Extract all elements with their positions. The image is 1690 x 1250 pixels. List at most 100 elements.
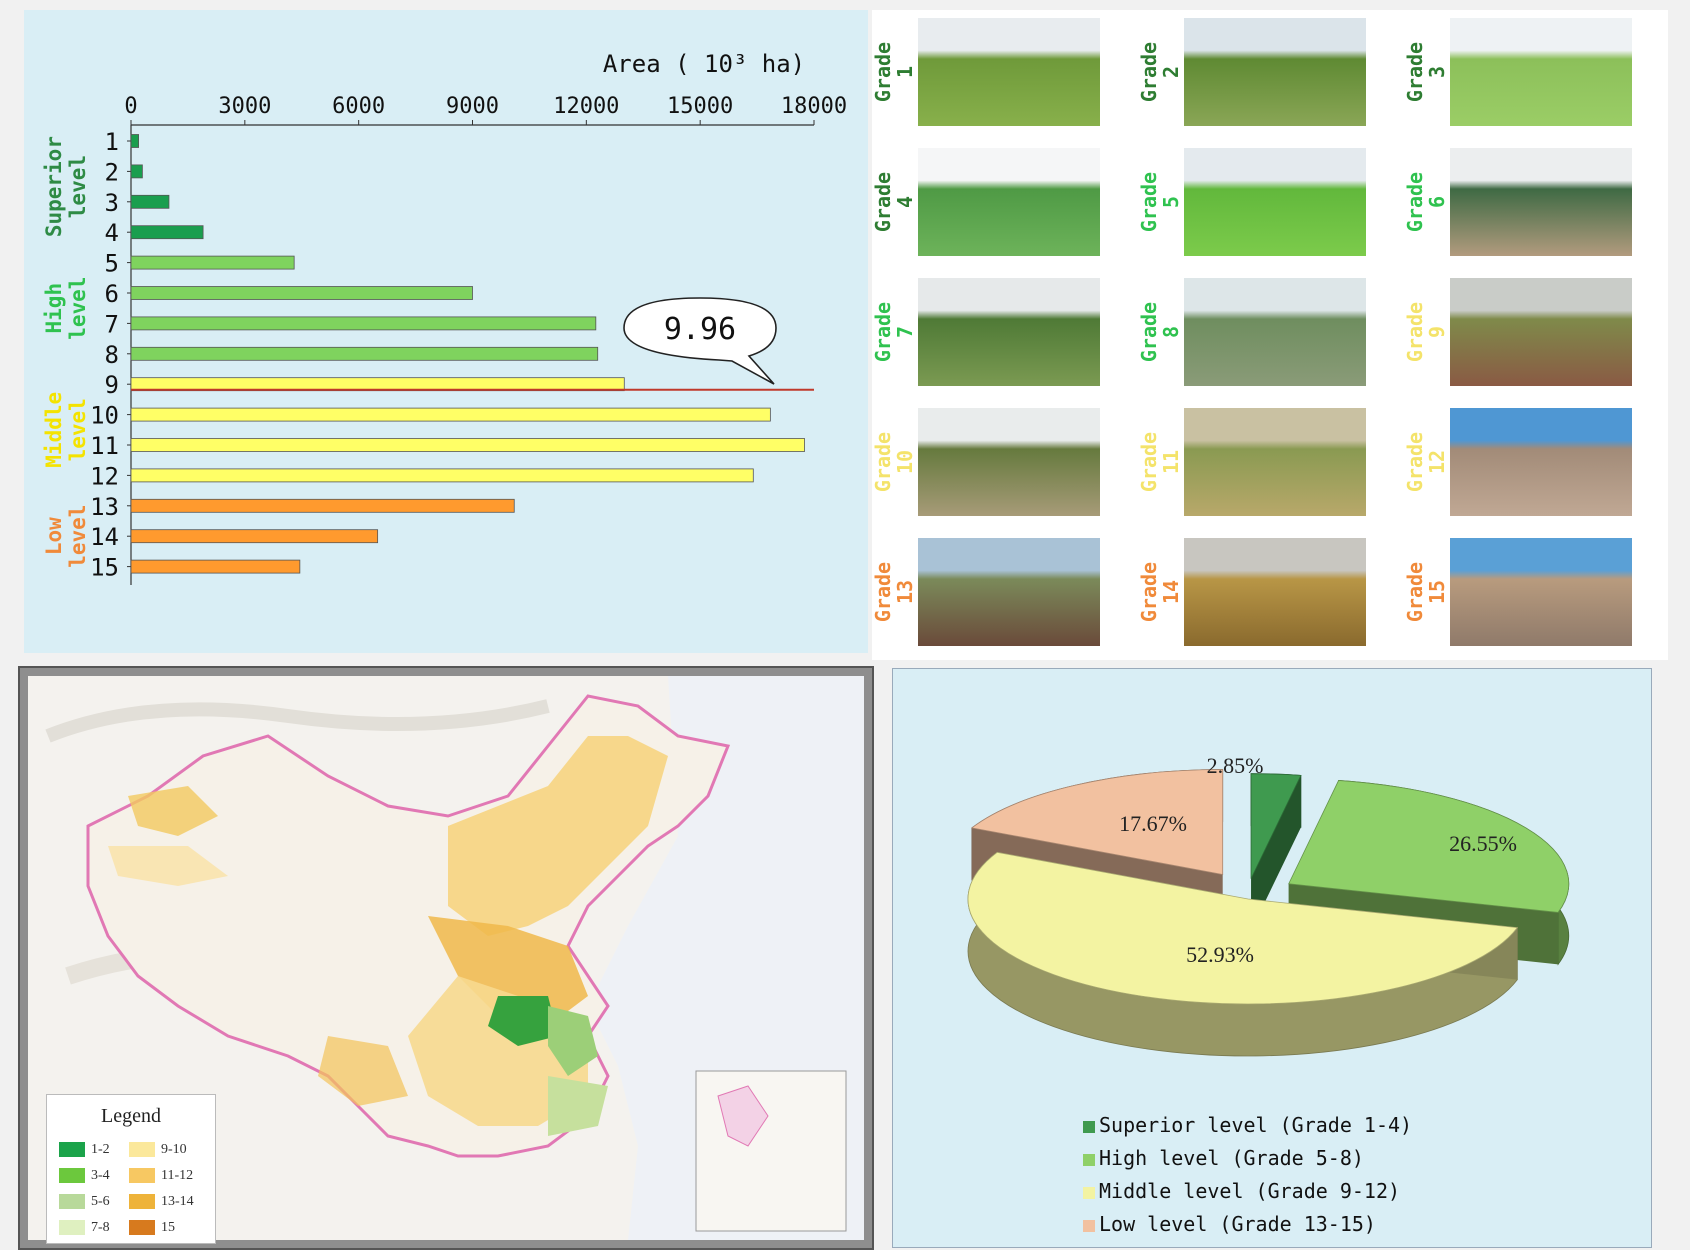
- grade-photo-label-text: Grade 3: [1403, 41, 1449, 103]
- grade-photo-label-text: Grade 6: [1403, 171, 1449, 233]
- map-legend-swatch: [59, 1220, 85, 1236]
- grade-photo-cell: Grade 3: [1403, 12, 1670, 132]
- pie-legend-label: Low level (Grade 13-15): [1099, 1212, 1376, 1236]
- group-label: Middlelevel: [42, 392, 90, 468]
- bar-grade-5: [130, 255, 295, 270]
- grade-photo-cell: Grade 7: [871, 272, 1138, 392]
- grade-photo-cell: Grade 12: [1403, 402, 1670, 522]
- pie-legend-item: Superior level (Grade 1-4): [1083, 1109, 1412, 1142]
- grade-photo-label: Grade 11: [1137, 402, 1183, 522]
- grade-photo-label: Grade 12: [1403, 402, 1449, 522]
- pie-data-label: 2.85%: [1207, 753, 1264, 778]
- grade-photo-label: Grade 7: [871, 272, 917, 392]
- grade-photo-label-text: Grade 1: [871, 41, 917, 103]
- grade-photo-label: Grade 15: [1403, 532, 1449, 652]
- pie-slice-0: [1250, 773, 1302, 879]
- pie-legend-label: High level (Grade 5-8): [1099, 1146, 1364, 1170]
- y-tick-label: 7: [105, 310, 119, 338]
- field-photo: [1450, 148, 1632, 256]
- pie-legend-item: High level (Grade 5-8): [1083, 1142, 1412, 1175]
- grade-photo-label: Grade 6: [1403, 142, 1449, 262]
- pie-legend-label: Middle level (Grade 9-12): [1099, 1179, 1401, 1203]
- map-legend-title: Legend: [101, 1105, 161, 1127]
- pie-legend-swatch: [1083, 1120, 1095, 1133]
- map-legend-item: 1-2: [59, 1141, 110, 1159]
- bar-grade-8: [130, 346, 599, 361]
- grade-photo-cell: Grade 11: [1137, 402, 1404, 522]
- grade-photo-label-text: Grade 7: [871, 301, 917, 363]
- x-tick-label: 18000: [781, 94, 847, 119]
- map-legend-item: 7-8: [59, 1219, 110, 1237]
- bar-grade-11: [130, 438, 805, 452]
- x-tick-label: 9000: [446, 94, 499, 119]
- field-photo: [918, 148, 1100, 256]
- map-legend-item: 11-12: [129, 1167, 193, 1185]
- field-photo: [1184, 408, 1366, 516]
- pie-legend: Superior level (Grade 1-4) High level (Gr…: [1083, 1109, 1412, 1241]
- map-legend-swatch: [59, 1168, 85, 1184]
- group-label: Highlevel: [42, 277, 90, 340]
- pie-legend-item: Low level (Grade 13-15): [1083, 1208, 1412, 1241]
- grade-photo-label: Grade 14: [1137, 532, 1183, 652]
- y-tick-label: 8: [105, 341, 119, 369]
- group-label: Superiorlevel: [42, 136, 90, 237]
- annotation-callout: [623, 297, 777, 385]
- grade-photo-cell: Grade 14: [1137, 532, 1404, 652]
- china-map-graphic: [28, 676, 864, 1240]
- grade-photo-cell: Grade 8: [1137, 272, 1404, 392]
- grade-photo-label-text: Grade 14: [1137, 561, 1183, 623]
- grade-photo-label-text: Grade 12: [1403, 431, 1449, 493]
- field-photo: [918, 18, 1100, 126]
- grade-photo-cell: Grade 13: [871, 532, 1138, 652]
- field-photo: [1184, 538, 1366, 646]
- grade-photo-label-text: Grade 10: [871, 431, 917, 493]
- field-photo: [1450, 18, 1632, 126]
- pie-legend-item: Middle level (Grade 9-12): [1083, 1175, 1412, 1208]
- pie-slice-wall: [1251, 775, 1301, 931]
- grade-photo-cell: Grade 4: [871, 142, 1138, 262]
- map-legend-item: 5-6: [59, 1193, 110, 1211]
- bar-grade-10: [130, 407, 771, 422]
- annotation-text: 9.96: [664, 312, 736, 347]
- map-legend-swatch: [129, 1220, 155, 1236]
- grade-photo-cell: Grade 15: [1403, 532, 1670, 652]
- grade-photo-label-text: Grade 5: [1137, 171, 1183, 233]
- field-photo: [1184, 18, 1366, 126]
- y-tick-label: 12: [90, 462, 119, 490]
- field-photo: [1184, 278, 1366, 386]
- grade-photo-cell: Grade 2: [1137, 12, 1404, 132]
- y-tick-label: 14: [90, 523, 119, 551]
- grade-photo-label: Grade 9: [1403, 272, 1449, 392]
- y-tick-label: 4: [105, 219, 119, 247]
- grade-photo-cell: Grade 10: [871, 402, 1138, 522]
- level-share-pie-chart: 2.85% 26.55% 52.93% 17.67%: [967, 753, 1570, 1057]
- bar-grade-13: [130, 498, 515, 513]
- grade-photo-cell: Grade 1: [871, 12, 1138, 132]
- map-legend-label: 3-4: [91, 1168, 110, 1183]
- grade-photo-label-text: Grade 15: [1403, 561, 1449, 623]
- bar-grade-4: [130, 225, 204, 240]
- grade-photo-label-text: Grade 4: [871, 171, 917, 233]
- field-photo: [1450, 538, 1632, 646]
- pie-data-label: 26.55%: [1449, 831, 1517, 856]
- y-tick-label: 10: [90, 402, 119, 430]
- map-legend-label: 9-10: [161, 1142, 187, 1157]
- y-tick-label: 1: [105, 128, 119, 156]
- map-legend-label: 7-8: [91, 1220, 110, 1235]
- y-tick-label: 5: [105, 250, 119, 278]
- field-photo: [1450, 278, 1632, 386]
- grade-photo-label: Grade 13: [871, 532, 917, 652]
- grade-photo-label: Grade 5: [1137, 142, 1183, 262]
- map-legend-label: 15: [161, 1220, 175, 1235]
- grade-photo-cell: Grade 5: [1137, 142, 1404, 262]
- y-tick-label: 3: [105, 189, 119, 217]
- map-legend-item: 15: [129, 1219, 175, 1237]
- pie-slice-2: [967, 851, 1519, 1005]
- bar-grade-3: [130, 194, 170, 209]
- x-tick-label: 6000: [332, 94, 385, 119]
- map-legend-label: 13-14: [161, 1194, 194, 1209]
- pie-data-label: 17.67%: [1119, 811, 1187, 836]
- bar-grade-14: [130, 529, 379, 544]
- x-tick-label: 3000: [218, 94, 271, 119]
- y-tick-label: 2: [105, 158, 119, 186]
